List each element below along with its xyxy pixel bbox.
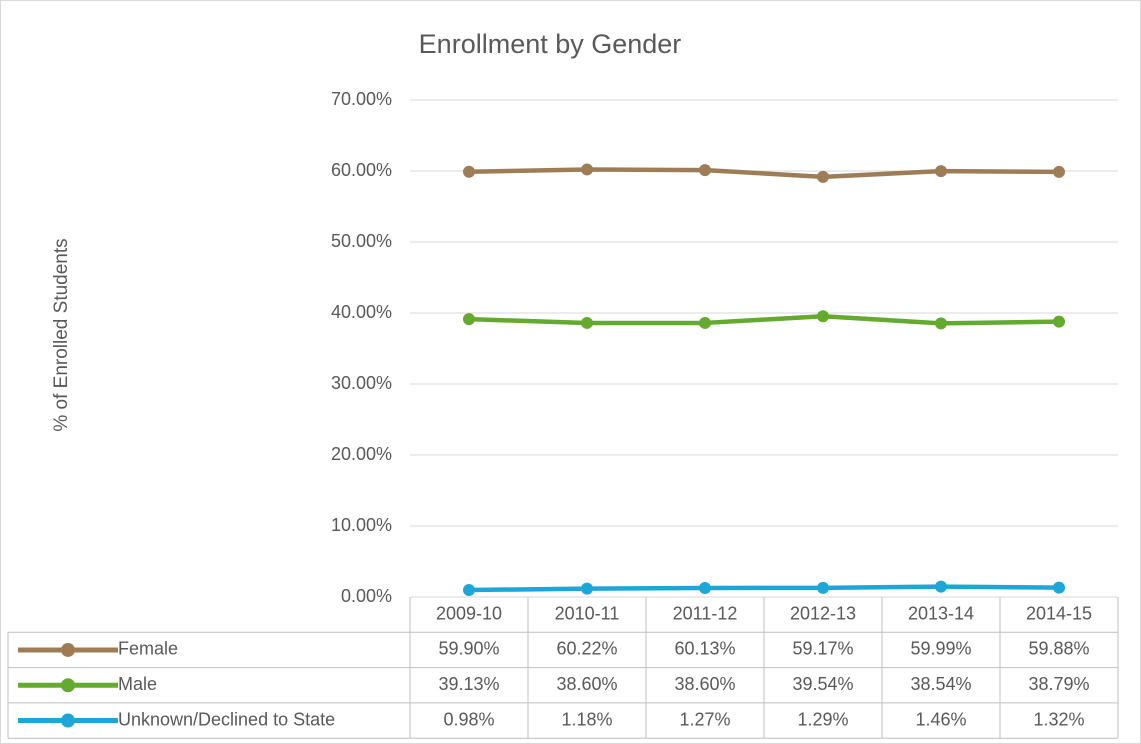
y-tick-label: 40.00% [331,302,392,322]
data-label: 59.17% [792,639,853,659]
data-label: 39.13% [438,674,499,694]
y-tick-label: 50.00% [331,231,392,251]
data-label: 1.18% [561,709,612,729]
series-marker [817,581,829,594]
y-tick-label: 30.00% [331,373,392,393]
data-label: 60.13% [674,639,735,659]
series-marker [935,317,947,330]
series-marker [1053,165,1065,178]
data-label: 59.90% [438,639,499,659]
series-marker [935,580,947,593]
x-tick-label: 2010-11 [555,603,620,623]
legend-label: Unknown/Declined to State [118,709,335,729]
series-marker [463,313,475,326]
series-line [468,314,1060,326]
data-label: 38.79% [1028,674,1089,694]
data-label: 59.88% [1028,639,1089,659]
legend-label: Female [118,639,178,659]
data-label: 1.27% [679,709,730,729]
series-marker [699,164,711,177]
series-marker [817,170,829,183]
data-label: 1.32% [1033,709,1084,729]
x-tick-label: 2011-12 [673,603,738,623]
y-tick-label: 0.00% [341,586,392,606]
legend-label: Male [118,674,157,694]
legend-marker [61,642,75,657]
y-tick-label: 60.00% [331,160,392,180]
data-label: 38.54% [910,674,971,694]
data-label: 38.60% [556,674,617,694]
series-marker [699,581,711,594]
data-label: 39.54% [792,674,853,694]
x-tick-label: 2012-13 [790,603,856,623]
series-marker [817,310,829,323]
legend-marker [61,713,75,728]
series-marker [699,316,711,329]
x-tick-label: 2013-14 [908,603,974,623]
series-marker [581,582,593,595]
data-label: 59.99% [910,639,971,659]
series-marker [935,165,947,178]
y-axis-label: % of Enrolled Students [51,238,72,431]
x-tick-label: 2009-10 [436,603,502,623]
data-label: 38.60% [674,674,735,694]
series-line [468,584,1060,593]
chart-title: Enrollment by Gender [419,29,682,59]
data-label: 1.46% [915,709,966,729]
series-marker [581,163,593,176]
series-marker [1053,581,1065,594]
data-label: 60.22% [556,639,617,659]
series-marker [463,165,475,178]
x-tick-label: 2014-15 [1026,603,1092,623]
series-marker [581,316,593,329]
series-marker [1053,315,1065,328]
series-marker [463,584,475,597]
legend-marker [61,678,75,693]
y-tick-label: 70.00% [331,89,392,109]
data-label: 0.98% [443,709,494,729]
data-label: 1.29% [797,709,848,729]
series-line [468,167,1060,180]
y-tick-label: 10.00% [331,515,392,535]
y-tick-label: 20.00% [331,444,392,464]
